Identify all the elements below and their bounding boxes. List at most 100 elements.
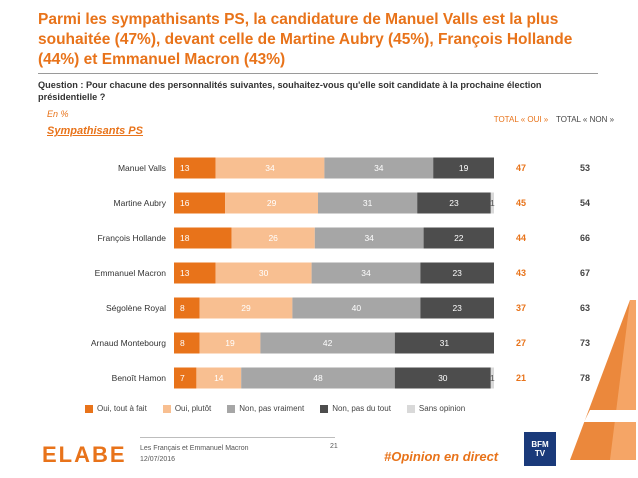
bar-label-emmanuel-macron-non-pas-du-tout: 23: [452, 268, 462, 278]
bar-label-benoit-hamon-oui-plutot: 14: [214, 373, 224, 383]
legend-label-non-pas-vraiment: Non, pas vraiment: [239, 404, 305, 413]
bfmtv-logo: [524, 432, 556, 466]
total-non-segolene-royal: 63: [580, 303, 590, 313]
legend-swatch-non-pas-du-tout: [320, 404, 329, 413]
footer-source-title: Les Français et Emmanuel Macron: [140, 445, 249, 452]
bar-francois-hollande-oui-tout-a-fait: [174, 227, 232, 249]
elabe-a-graphic: [570, 300, 636, 460]
bar-arnaud-montebourg-oui-tout-a-fait: [174, 332, 200, 354]
bar-francois-hollande-non-pas-du-tout: [423, 227, 494, 249]
bar-francois-hollande-non-pas-vraiment: [314, 227, 424, 249]
legend-swatch-non-pas-vraiment: [227, 404, 236, 413]
bar-arnaud-montebourg-non-pas-vraiment: [260, 332, 395, 354]
bar-martine-aubry-sans-opinion: [490, 192, 494, 214]
page-number: 21: [330, 443, 338, 450]
bar-emmanuel-macron-non-pas-vraiment: [311, 262, 421, 284]
total-oui-benoit-hamon: 21: [516, 373, 526, 383]
bar-benoit-hamon-sans-opinion: [490, 367, 494, 389]
bar-segolene-royal-non-pas-vraiment: [292, 297, 421, 319]
total-oui-francois-hollande: 44: [516, 233, 526, 243]
bar-martine-aubry-non-pas-du-tout: [417, 192, 491, 214]
bar-emmanuel-macron-oui-plutot: [215, 262, 312, 284]
group-label: Sympathisants PS: [47, 125, 143, 137]
bar-label-martine-aubry-non-pas-du-tout: 23: [449, 198, 459, 208]
bar-label-emmanuel-macron-oui-plutot: 30: [259, 268, 269, 278]
bar-manuel-valls-non-pas-du-tout: [433, 157, 494, 179]
bar-segolene-royal-oui-tout-a-fait: [174, 297, 200, 319]
bar-arnaud-montebourg-non-pas-du-tout: [394, 332, 494, 354]
bar-francois-hollande-oui-plutot: [231, 227, 315, 249]
bar-label-manuel-valls-non-pas-du-tout: 19: [459, 163, 469, 173]
bar-label-emmanuel-macron-non-pas-vraiment: 34: [361, 268, 371, 278]
bar-martine-aubry-non-pas-vraiment: [318, 192, 418, 214]
bar-label-arnaud-montebourg-oui-plutot: 19: [225, 338, 235, 348]
bar-manuel-valls-oui-plutot: [215, 157, 325, 179]
footer-date: 12/07/2016: [140, 456, 176, 463]
page-title: Parmi les sympathisants PS, la candidatu…: [38, 11, 573, 68]
total-non-francois-hollande: 66: [580, 233, 590, 243]
bar-benoit-hamon-oui-plutot: [196, 367, 242, 389]
bar-label-benoit-hamon-non-pas-vraiment: 48: [313, 373, 323, 383]
bar-label-segolene-royal-oui-tout-a-fait: 8: [180, 303, 185, 313]
question-text: Question : Pour chacune des personnalité…: [38, 80, 542, 102]
bar-segolene-royal-oui-plutot: [199, 297, 293, 319]
bar-label-manuel-valls-oui-plutot: 34: [265, 163, 275, 173]
category-label-segolene-royal: Ségolène Royal: [106, 303, 166, 313]
bar-label-francois-hollande-oui-plutot: 26: [268, 233, 278, 243]
bar-label-benoit-hamon-non-pas-du-tout: 30: [438, 373, 448, 383]
total-non-benoit-hamon: 78: [580, 373, 590, 383]
footer-divider: [140, 437, 335, 438]
bar-label-martine-aubry-non-pas-vraiment: 31: [363, 198, 373, 208]
category-label-arnaud-montebourg: Arnaud Montebourg: [91, 338, 166, 348]
bar-emmanuel-macron-oui-tout-a-fait: [174, 262, 216, 284]
legend-label-sans-opinion: Sans opinion: [418, 404, 466, 413]
legend-label-non-pas-du-tout: Non, pas du tout: [332, 404, 391, 413]
total-non-martine-aubry: 54: [580, 198, 590, 208]
bar-benoit-hamon-oui-tout-a-fait: [174, 367, 197, 389]
legend-swatch-oui-tout-a-fait: [85, 404, 93, 413]
bar-label-martine-aubry-oui-plutot: 29: [267, 198, 277, 208]
legend-swatch-oui-plutot: [162, 404, 171, 413]
bar-manuel-valls-oui-tout-a-fait: [174, 157, 216, 179]
total-oui-arnaud-montebourg: 27: [516, 338, 526, 348]
legend-swatch-sans-opinion: [406, 404, 415, 413]
legend-label-oui-plutot: Oui, plutôt: [174, 404, 212, 413]
legend-item-sans-opinion: Sans opinion: [406, 404, 466, 413]
bar-label-arnaud-montebourg-non-pas-du-tout: 31: [440, 338, 450, 348]
bar-label-francois-hollande-oui-tout-a-fait: 18: [180, 233, 190, 243]
category-label-emmanuel-macron: Emmanuel Macron: [95, 268, 167, 278]
bar-label-segolene-royal-non-pas-vraiment: 40: [352, 303, 362, 313]
legend-label-oui-tout-a-fait: Oui, tout à fait: [97, 404, 147, 413]
total-oui-emmanuel-macron: 43: [516, 268, 526, 278]
bar-label-emmanuel-macron-oui-tout-a-fait: 13: [180, 268, 190, 278]
bar-label-martine-aubry-oui-tout-a-fait: 16: [180, 198, 190, 208]
chart-legend: Oui, tout à fait Oui, plutôt Non, pas vrai…: [85, 404, 465, 413]
bar-label-manuel-valls-non-pas-vraiment: 34: [374, 163, 384, 173]
bar-label-segolene-royal-oui-plutot: 29: [241, 303, 251, 313]
bar-arnaud-montebourg-oui-plutot: [199, 332, 261, 354]
bar-benoit-hamon-non-pas-du-tout: [394, 367, 491, 389]
bar-label-arnaud-montebourg-non-pas-vraiment: 42: [323, 338, 333, 348]
bar-label-arnaud-montebourg-oui-tout-a-fait: 8: [180, 338, 185, 348]
bar-label-benoit-hamon-sans-opinion: 1: [490, 373, 495, 383]
category-label-benoit-hamon: Benoît Hamon: [112, 373, 167, 383]
legend-item-non-pas-du-tout: Non, pas du tout: [320, 404, 391, 413]
bar-label-martine-aubry-sans-opinion: 1: [490, 198, 495, 208]
bar-label-manuel-valls-oui-tout-a-fait: 13: [180, 163, 190, 173]
category-label-martine-aubry: Martine Aubry: [114, 198, 167, 208]
hashtag: #Opinion en direct: [384, 449, 499, 464]
footer-source: Les Français et Emmanuel Macron 12/07/20…: [140, 443, 249, 465]
bar-benoit-hamon-non-pas-vraiment: [241, 367, 395, 389]
total-non-manuel-valls: 53: [580, 163, 590, 173]
total-oui-martine-aubry: 45: [516, 198, 526, 208]
elabe-logo: ELABE: [42, 442, 127, 467]
bar-segolene-royal-non-pas-du-tout: [420, 297, 494, 319]
unit-label: En %: [47, 109, 69, 119]
total-oui-segolene-royal: 37: [516, 303, 526, 313]
bar-emmanuel-macron-non-pas-du-tout: [420, 262, 494, 284]
bar-label-francois-hollande-non-pas-du-tout: 22: [454, 233, 464, 243]
legend-item-non-pas-vraiment: Non, pas vraiment: [227, 404, 304, 413]
category-label-francois-hollande: François Hollande: [97, 233, 166, 243]
bar-label-segolene-royal-non-pas-du-tout: 23: [452, 303, 462, 313]
